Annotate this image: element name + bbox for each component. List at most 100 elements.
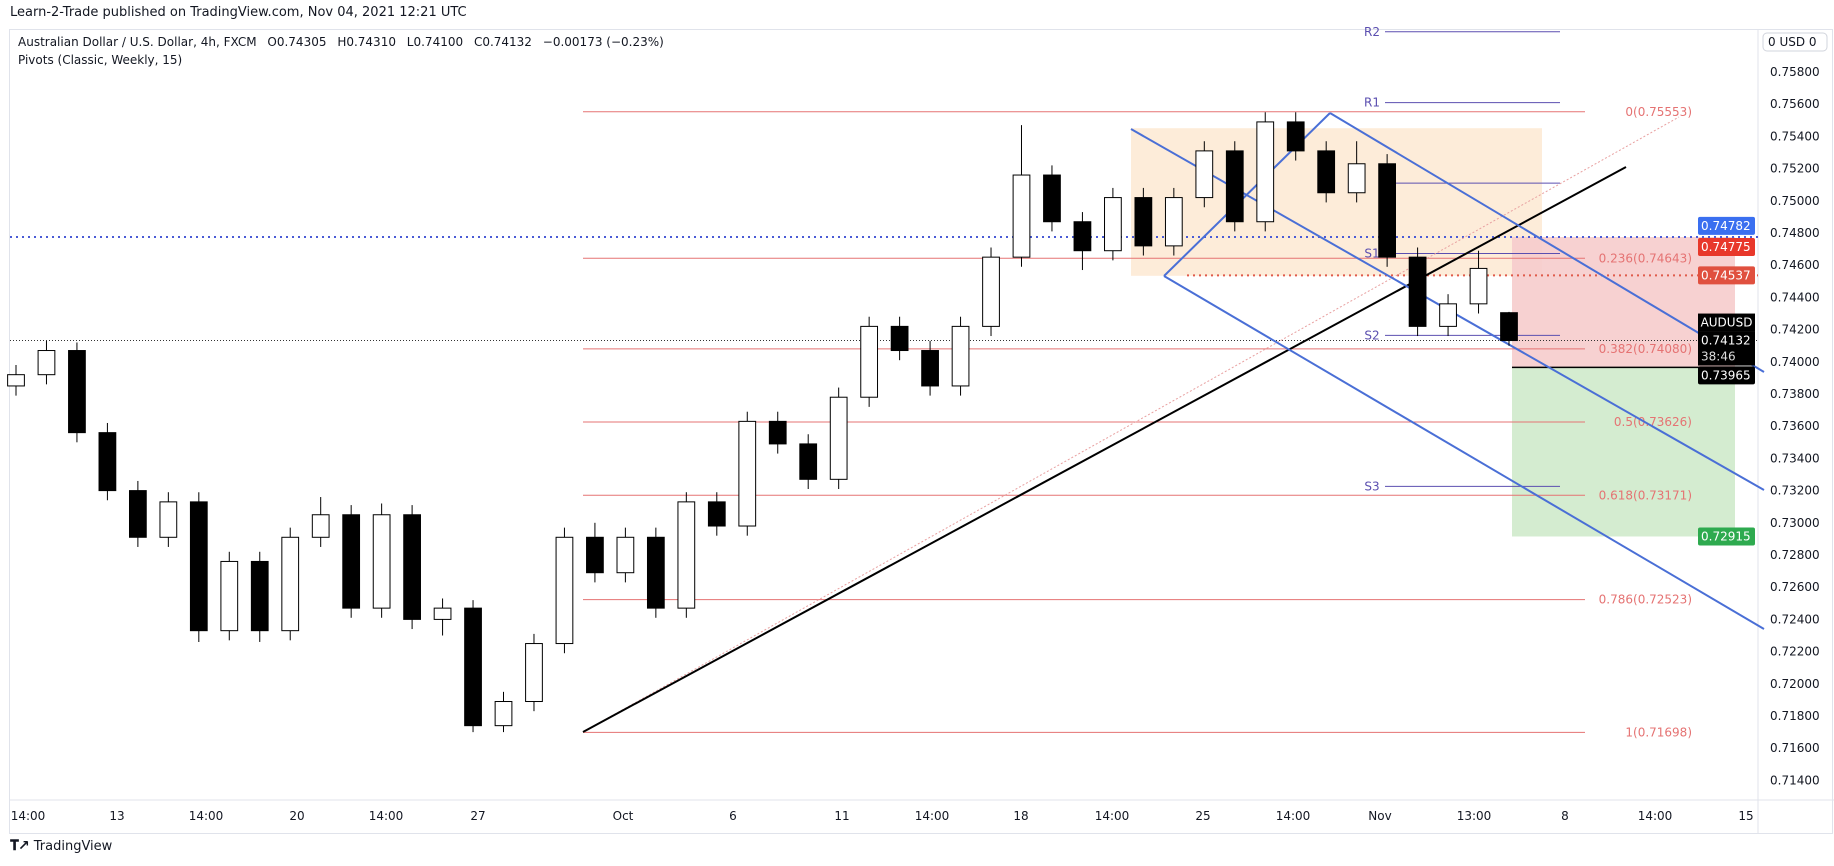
candle-body (860, 325, 879, 398)
price-tag (1698, 366, 1755, 385)
price-tick-label: 0.74400 (1770, 290, 1820, 304)
time-tick-label: 14:00 (369, 809, 404, 823)
candle-body (646, 536, 665, 609)
chart-frame (9, 29, 1833, 834)
currency-button[interactable] (1762, 32, 1828, 52)
currency-label: 0 USD 0 (1768, 35, 1817, 49)
price-tick-label: 0.74600 (1770, 258, 1820, 272)
candle-body (1408, 256, 1427, 327)
price-tick-label: 0.72200 (1770, 645, 1820, 659)
fib-level-label: 0.382(0.74080) (1599, 342, 1692, 356)
bar-countdown: 38:46 (1701, 350, 1736, 364)
pivot-label: S2 (1364, 328, 1379, 342)
price-tick-label: 0.75000 (1770, 194, 1820, 208)
price-tick-label: 0.73600 (1770, 419, 1820, 433)
candle-body (921, 350, 939, 387)
price-tick-label: 0.72400 (1770, 612, 1820, 626)
candle-body (799, 443, 818, 480)
last-price-value: 0.74132 (1701, 334, 1751, 348)
time-tick-label: 27 (470, 809, 485, 823)
fib-level-label: 0(0.75553) (1625, 105, 1692, 119)
time-tick-label: 14:00 (915, 809, 950, 823)
candle-body (128, 490, 147, 538)
time-tick-label: 15 (1738, 809, 1753, 823)
candle-body (829, 396, 848, 480)
price-tag (1698, 527, 1755, 546)
take-profit-zone[interactable] (1512, 367, 1735, 537)
time-tick-label: 14:00 (1638, 809, 1673, 823)
pivot-label: R1 (1364, 96, 1380, 110)
symbol-title[interactable]: Australian Dollar / U.S. Dollar, 4h, FXC… (18, 35, 257, 49)
price-tag-value: 0.72915 (1701, 529, 1751, 543)
candle-body (7, 374, 25, 387)
price-tick-label: 0.71800 (1770, 709, 1820, 723)
candle-body (159, 501, 178, 538)
channel-line[interactable] (1329, 112, 1765, 373)
candle-body (525, 643, 543, 703)
price-tick-label: 0.75400 (1770, 129, 1820, 143)
time-tick-label: 14:00 (1276, 809, 1311, 823)
footer: 𝐓↗ TradingView (10, 838, 112, 854)
candle-body (1043, 174, 1061, 223)
candle-body (1256, 121, 1275, 223)
candle-body (1317, 150, 1336, 194)
candle-body (98, 432, 117, 492)
high-value: H0.74310 (337, 35, 396, 49)
close-value: C0.74132 (473, 35, 532, 49)
candle-body (342, 514, 361, 609)
published-caption: Learn-2-Trade published on TradingView.c… (10, 5, 467, 20)
candle-body (738, 420, 757, 527)
pivot-label: S1 (1364, 246, 1379, 260)
candle-body (1347, 163, 1366, 194)
price-tag-value: 0.73965 (1701, 368, 1751, 382)
candle-body (982, 256, 1000, 327)
indicator-legend[interactable]: Pivots (Classic, Weekly, 15) (18, 53, 183, 67)
price-tick-label: 0.74800 (1770, 226, 1820, 240)
candle-body (220, 560, 239, 632)
time-tick-label: Nov (1368, 809, 1391, 823)
candle-body (890, 325, 909, 352)
time-tick-label: 18 (1013, 809, 1028, 823)
pivot-label: S3 (1364, 479, 1379, 493)
time-tick-label: 13:00 (1457, 809, 1492, 823)
channel-line[interactable] (1163, 275, 1765, 630)
change-value: −0.00173 (−0.23%) (542, 35, 664, 49)
time-tick-label: 14:00 (1095, 809, 1130, 823)
candle-body (281, 536, 300, 632)
chart-legend: Australian Dollar / U.S. Dollar, 4h, FXC… (18, 33, 664, 69)
candle-body (494, 701, 513, 727)
time-tick-label: 6 (729, 809, 737, 823)
last-price-tag (1698, 331, 1755, 366)
candle-body (433, 607, 452, 620)
fib-level-label: 0.618(0.73171) (1599, 488, 1692, 502)
candle-body (1500, 312, 1518, 342)
candle-body (768, 420, 787, 445)
candle-body (1104, 197, 1122, 252)
price-tag (1698, 238, 1755, 257)
candle-body (1073, 221, 1092, 252)
price-tag-value: 0.74537 (1701, 268, 1751, 282)
fib-level-label: 1(0.71698) (1625, 725, 1692, 739)
candle-body (1469, 267, 1488, 305)
price-tag (1698, 266, 1755, 285)
fib-level-label: 0.5(0.73626) (1614, 415, 1692, 429)
price-tick-label: 0.74000 (1770, 355, 1820, 369)
symbol-legend: Australian Dollar / U.S. Dollar, 4h, FXC… (18, 33, 664, 51)
candle-body (555, 536, 574, 645)
price-tag-value: 0.74775 (1701, 240, 1751, 254)
time-tick-label: Oct (613, 809, 634, 823)
price-tick-label: 0.75600 (1770, 97, 1820, 111)
tradingview-logo-icon[interactable]: 𝐓↗ (10, 838, 30, 854)
price-tick-label: 0.71400 (1770, 773, 1820, 787)
price-tick-label: 0.73400 (1770, 451, 1820, 465)
price-tick-label: 0.73200 (1770, 484, 1820, 498)
candle-body (403, 514, 421, 620)
time-tick-label: 14:00 (189, 809, 224, 823)
symbol-tag (1698, 313, 1755, 332)
ascending-trend-line[interactable] (582, 166, 1627, 733)
fib-level-label: 0.236(0.74643) (1599, 251, 1692, 265)
candle-body (616, 536, 635, 574)
time-tick-label: 8 (1561, 809, 1569, 823)
fib-level-label: 0.786(0.72523) (1599, 593, 1692, 607)
